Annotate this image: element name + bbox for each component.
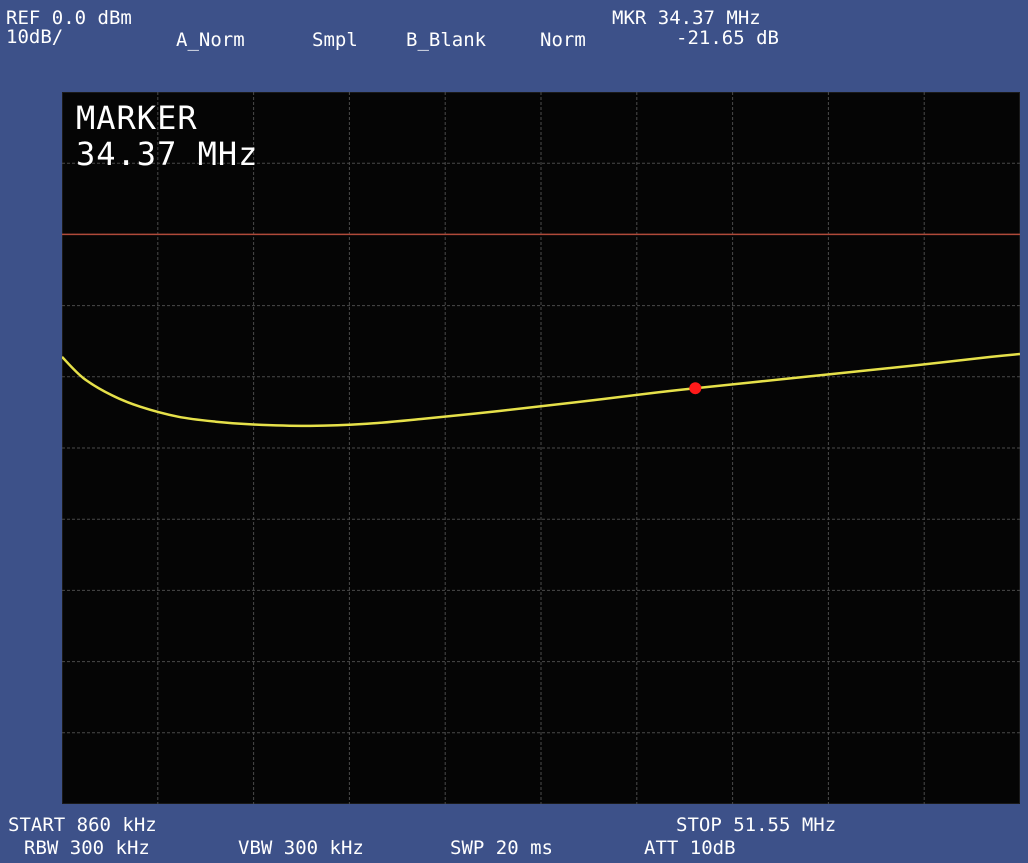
marker-dot xyxy=(689,382,702,395)
marker-layer xyxy=(689,382,702,395)
display-mode: Norm xyxy=(540,29,586,51)
sweep-time-readout: SWP 20 ms xyxy=(450,837,553,859)
trace-a-mode: A_Norm xyxy=(176,29,245,51)
trace-display: MARKER 34.37 MHz xyxy=(62,92,1020,804)
marker-value: 34.37 MHz xyxy=(76,135,259,173)
trace-b-mode: B_Blank xyxy=(406,29,487,51)
rbw-readout: RBW 300 kHz xyxy=(24,837,150,859)
ref-level-readout: REF 0.0 dBm xyxy=(6,7,132,29)
trace-plot xyxy=(62,92,1020,804)
vbw-readout: VBW 300 kHz xyxy=(238,837,364,859)
marker-frequency-readout: MKR 34.37 MHz xyxy=(612,7,761,29)
detector-mode: Smpl xyxy=(312,29,358,51)
attenuation-readout: ATT 10dB xyxy=(644,837,736,859)
scale-readout: 10dB/ xyxy=(6,26,64,48)
spectrum-trace xyxy=(62,352,1020,428)
start-frequency: START 860 kHz xyxy=(8,814,157,836)
marker-level-readout: -21.65 dB xyxy=(676,27,779,49)
stop-frequency: STOP 51.55 MHz xyxy=(676,814,837,836)
marker-title: MARKER xyxy=(76,99,198,137)
trace-layer xyxy=(62,352,1020,428)
graticule xyxy=(62,92,1020,804)
